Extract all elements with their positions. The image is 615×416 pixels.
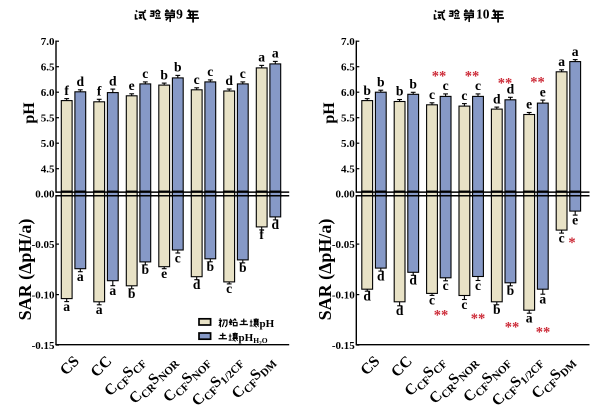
svg-text:5.0: 5.0	[341, 138, 355, 150]
svg-text:0.00: 0.00	[35, 189, 55, 201]
svg-text:b: b	[207, 259, 215, 274]
svg-text:7.0: 7.0	[341, 36, 355, 48]
svg-text:c: c	[429, 87, 435, 102]
svg-text:d: d	[193, 277, 201, 292]
svg-text:b: b	[160, 67, 168, 82]
svg-text:c: c	[142, 66, 148, 81]
svg-text:**: **	[498, 76, 513, 92]
svg-text:**: **	[505, 320, 520, 336]
svg-text:d: d	[377, 268, 385, 283]
svg-text:pH: pH	[260, 318, 275, 330]
svg-text:e: e	[572, 212, 578, 227]
svg-text:b: b	[142, 262, 150, 277]
svg-text:c: c	[461, 297, 467, 312]
svg-text:pH: pH	[21, 102, 38, 124]
svg-text:7.0: 7.0	[41, 36, 55, 48]
svg-text:9: 9	[176, 6, 183, 21]
svg-text:e: e	[161, 266, 167, 281]
svg-text:-0.15: -0.15	[332, 340, 355, 352]
svg-text:e: e	[526, 97, 532, 112]
svg-text:f: f	[64, 83, 69, 98]
svg-text:**: **	[536, 325, 551, 341]
svg-text:a: a	[558, 54, 565, 69]
svg-text:-0.10: -0.10	[332, 290, 355, 302]
svg-text:c: c	[240, 66, 246, 81]
svg-text:d: d	[225, 73, 233, 88]
svg-text:e: e	[129, 78, 135, 93]
svg-text:-0.10: -0.10	[32, 290, 55, 302]
svg-text:b: b	[396, 84, 404, 99]
svg-text:**: **	[530, 75, 545, 91]
svg-text:**: **	[465, 69, 480, 85]
svg-text:c: c	[194, 72, 200, 87]
svg-text:b: b	[239, 260, 247, 275]
svg-text:**: **	[432, 69, 447, 85]
svg-text:-0.05: -0.05	[32, 239, 55, 251]
svg-text:d: d	[363, 289, 371, 304]
svg-text:6.5: 6.5	[41, 62, 55, 74]
svg-text:f: f	[97, 84, 102, 99]
svg-text:SAR (ΔpH/a): SAR (ΔpH/a)	[15, 219, 36, 321]
svg-text:b: b	[128, 286, 136, 301]
svg-text:a: a	[96, 302, 103, 317]
svg-text:a: a	[572, 44, 579, 59]
svg-text:6.5: 6.5	[341, 62, 355, 74]
svg-text:c: c	[207, 64, 213, 79]
svg-text:a: a	[63, 299, 70, 314]
svg-text:6.0: 6.0	[41, 87, 55, 99]
svg-text:*: *	[568, 235, 575, 251]
svg-text:a: a	[272, 46, 279, 61]
svg-text:d: d	[409, 273, 417, 288]
svg-text:10: 10	[476, 6, 490, 21]
svg-text:e: e	[540, 84, 546, 99]
svg-text:b: b	[363, 83, 371, 98]
svg-text:5.0: 5.0	[41, 138, 55, 150]
svg-text:c: c	[226, 281, 232, 296]
svg-text:b: b	[507, 283, 515, 298]
svg-text:c: c	[443, 78, 449, 93]
svg-text:c: c	[429, 293, 435, 308]
svg-text:**: **	[471, 311, 486, 327]
svg-text:-0.15: -0.15	[32, 340, 55, 352]
svg-text:a: a	[77, 269, 84, 284]
svg-text:d: d	[396, 303, 404, 318]
svg-text:b: b	[493, 302, 501, 317]
svg-text:b: b	[174, 60, 182, 75]
svg-text:d: d	[507, 82, 515, 97]
svg-text:a: a	[539, 292, 546, 307]
svg-text:c: c	[443, 278, 449, 293]
svg-text:6.0: 6.0	[341, 87, 355, 99]
svg-text:4.5: 4.5	[341, 164, 355, 176]
svg-text:c: c	[475, 278, 481, 293]
svg-text:c: c	[559, 230, 565, 245]
svg-text:4.5: 4.5	[41, 164, 55, 176]
svg-text:SAR (ΔpH/a): SAR (ΔpH/a)	[315, 219, 336, 321]
svg-text:d: d	[77, 74, 85, 89]
svg-text:c: c	[475, 78, 481, 93]
svg-text:5.5: 5.5	[341, 113, 355, 125]
svg-text:a: a	[258, 50, 265, 65]
svg-text:0.00: 0.00	[336, 189, 356, 201]
svg-text:a: a	[109, 283, 116, 298]
svg-text:c: c	[461, 88, 467, 103]
svg-text:-0.05: -0.05	[332, 239, 355, 251]
svg-text:d: d	[109, 73, 117, 88]
svg-text:b: b	[409, 77, 417, 92]
svg-text:f: f	[259, 227, 264, 242]
svg-text:d: d	[272, 217, 280, 232]
svg-text:5.5: 5.5	[41, 113, 55, 125]
svg-text:c: c	[175, 250, 181, 265]
svg-text:a: a	[526, 311, 533, 326]
svg-text:pH: pH	[321, 102, 338, 124]
svg-text:b: b	[377, 74, 385, 89]
svg-text:**: **	[434, 308, 449, 324]
svg-text:d: d	[493, 91, 501, 106]
